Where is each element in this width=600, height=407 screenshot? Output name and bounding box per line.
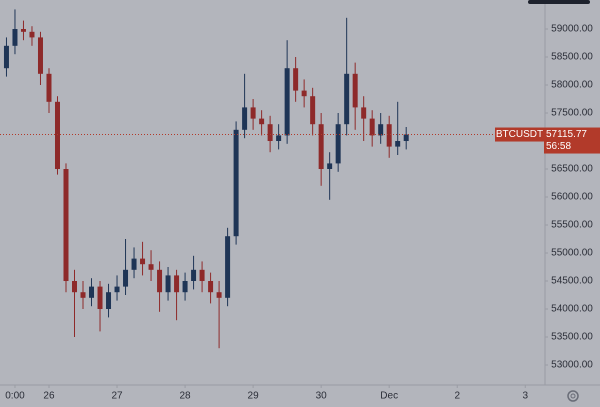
y-tick-label: 54500.00	[551, 276, 593, 287]
candle-body	[37, 37, 43, 74]
y-tick-label: 57500.00	[551, 108, 593, 119]
candle-body	[403, 134, 409, 142]
candle-body	[250, 107, 256, 119]
candle-body	[191, 269, 197, 282]
candle-body	[131, 258, 137, 270]
candle-body	[267, 124, 273, 142]
gear-center[interactable]	[570, 393, 576, 399]
candle-body	[54, 101, 60, 170]
candle-body	[344, 73, 350, 125]
candle-body	[208, 281, 214, 293]
gear[interactable]	[567, 390, 579, 402]
candle-body	[97, 286, 103, 310]
x-tick-label: 2	[454, 391, 460, 402]
candle-body	[310, 96, 316, 125]
x-tick-label: Dec	[380, 391, 398, 402]
candle-body	[284, 68, 290, 136]
countdown-label: 56:58	[546, 141, 571, 152]
candle-body	[3, 45, 9, 69]
x-tick-label: 30	[316, 391, 328, 402]
candle-body	[233, 129, 239, 237]
candle-body	[106, 292, 112, 310]
candle-body	[12, 29, 18, 46]
candle-body	[216, 292, 222, 298]
y-tick-label: 58000.00	[551, 80, 593, 91]
candles	[3, 9, 409, 349]
x-tick-label: 26	[43, 391, 55, 402]
candle-body	[199, 269, 205, 282]
x-tick-label: 29	[248, 391, 260, 402]
candle-body	[378, 124, 384, 136]
price-label-box	[544, 127, 600, 154]
candle-body	[157, 269, 163, 293]
candle-body	[386, 124, 392, 147]
y-tick-label: 59000.00	[551, 24, 593, 35]
candle-body	[72, 281, 78, 293]
candle-body	[301, 90, 307, 97]
candle-body	[80, 292, 86, 298]
candle-body	[352, 73, 358, 108]
y-tick-label: 56000.00	[551, 192, 593, 203]
candle-body	[29, 31, 35, 38]
candle-body	[327, 163, 333, 170]
x-tick-label: 28	[180, 391, 192, 402]
settings-icon[interactable]	[567, 390, 579, 402]
candle-body	[225, 236, 231, 298]
candle-body	[182, 281, 188, 293]
candle-body	[318, 124, 324, 170]
symbol-label: BTCUSDT	[496, 129, 543, 140]
y-tick-label: 54000.00	[551, 304, 593, 315]
candle-body	[114, 286, 120, 293]
candle-body	[242, 107, 248, 130]
candle-body	[20, 29, 26, 32]
x-tick-label: 27	[111, 391, 123, 402]
candle-body	[63, 169, 69, 282]
candle-body	[361, 107, 367, 119]
candle-body	[46, 73, 52, 102]
y-tick-label: 55500.00	[551, 220, 593, 231]
candle-body	[140, 258, 146, 265]
top-widget[interactable]	[528, 0, 590, 4]
candle-body	[395, 141, 401, 147]
candle-body	[335, 124, 341, 164]
x-tick-label: 3	[522, 391, 528, 402]
symbol-label-box	[495, 127, 544, 142]
candle-body	[123, 269, 129, 287]
candle-body	[148, 264, 154, 270]
candle-body	[276, 135, 282, 142]
y-tick-label: 53500.00	[551, 332, 593, 343]
y-tick-label: 56500.00	[551, 164, 593, 175]
x-tick-label: 0:00	[5, 391, 25, 402]
y-tick-label: 55000.00	[551, 248, 593, 259]
candle-body	[165, 275, 171, 293]
y-tick-label: 53000.00	[551, 360, 593, 371]
candle-body	[293, 68, 299, 91]
candle-body	[259, 118, 265, 125]
candle-body	[174, 275, 180, 293]
y-tick-label: 58500.00	[551, 52, 593, 63]
candle-body	[89, 286, 95, 298]
price-label: 57115.77	[546, 129, 587, 140]
candle-body	[369, 118, 375, 136]
